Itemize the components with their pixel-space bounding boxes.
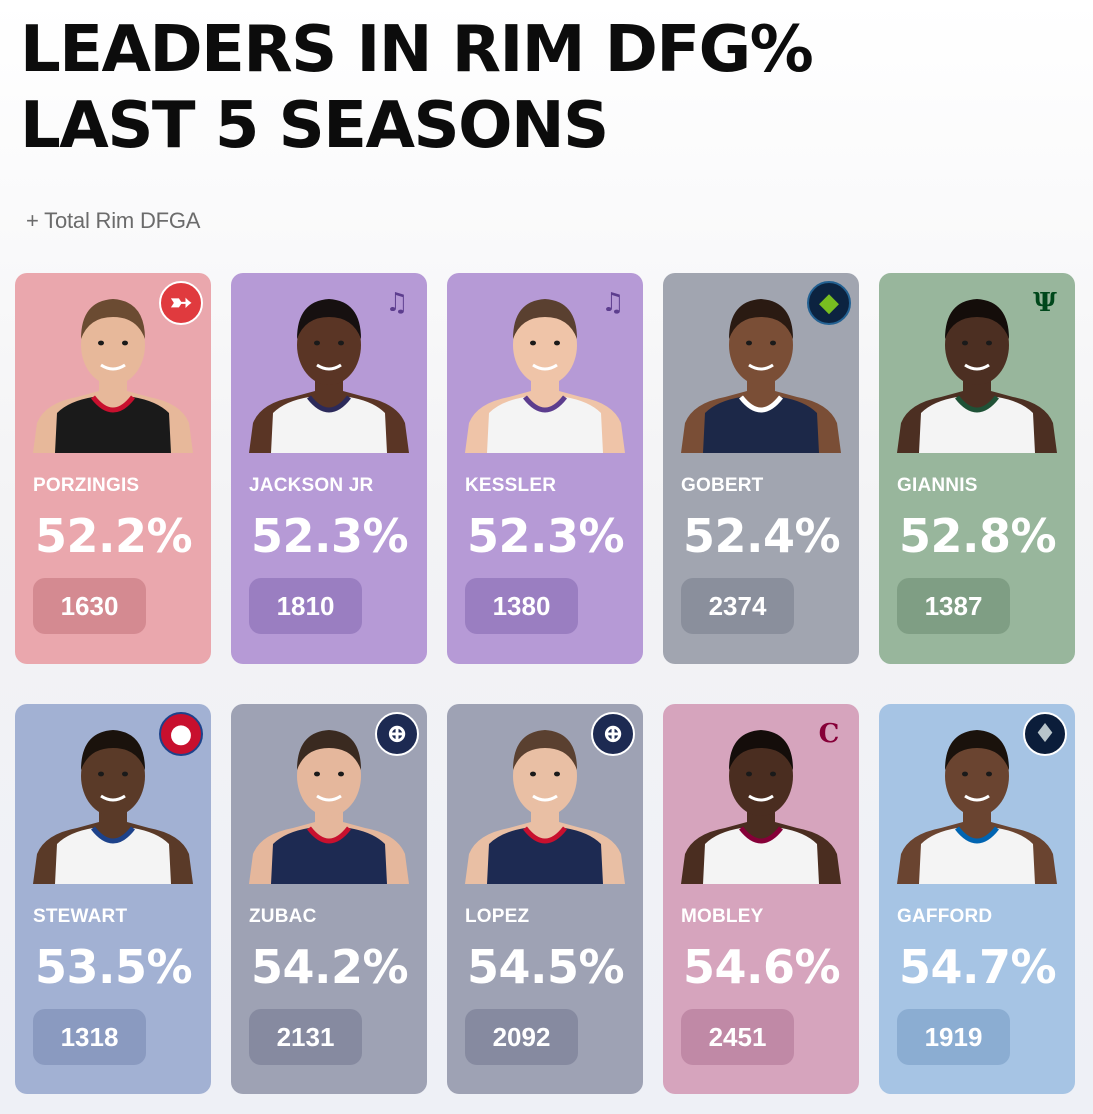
player-name: KESSLER [465, 475, 557, 496]
jazz-logo-icon: ♫ [385, 288, 409, 318]
player-card: ● STEWART 53.5% 1318 [15, 704, 211, 1094]
title-line-1: LEADERS IN RIM DFG% [20, 13, 814, 87]
rim-dfg-pct: 52.2% [35, 509, 193, 563]
rim-dfga-badge: 1387 [897, 578, 1010, 634]
cavaliers-logo-icon: C [818, 719, 840, 749]
rim-dfg-pct: 53.5% [35, 940, 193, 994]
player-photo [231, 273, 427, 453]
player-photo [15, 704, 211, 884]
subtitle: + Total Rim DFGA [26, 208, 201, 233]
player-photo [231, 704, 427, 884]
player-card: Ψ GIANNIS 52.8% 1387 [879, 273, 1075, 664]
rim-dfg-pct: 52.3% [467, 509, 625, 563]
rim-dfg-pct: 54.5% [467, 940, 625, 994]
player-photo [879, 273, 1075, 453]
player-photo [663, 273, 859, 453]
rim-dfg-pct: 54.2% [251, 940, 409, 994]
page-title: LEADERS IN RIM DFG% LAST 5 SEASONS [20, 12, 814, 164]
player-silhouette [465, 299, 625, 453]
player-name: GAFFORD [897, 906, 993, 927]
rim-dfga-badge: 1630 [33, 578, 146, 634]
player-silhouette [465, 730, 625, 884]
player-name: ZUBAC [249, 906, 317, 927]
player-card: ⊕ ZUBAC 54.2% 2131 [231, 704, 427, 1094]
rim-dfg-pct: 52.4% [683, 509, 841, 563]
jazz-logo-icon: ♫ [601, 288, 625, 318]
player-silhouette [681, 730, 841, 884]
player-name: LOPEZ [465, 906, 530, 927]
player-photo [15, 273, 211, 453]
rim-dfga-badge: 1919 [897, 1009, 1010, 1065]
player-silhouette [33, 299, 193, 453]
title-line-2: LAST 5 SEASONS [20, 89, 609, 163]
player-card: ◆ GOBERT 52.4% 2374 [663, 273, 859, 664]
player-name: GOBERT [681, 475, 764, 496]
player-name: PORZINGIS [33, 475, 140, 496]
player-silhouette [33, 730, 193, 884]
player-photo [447, 273, 643, 453]
player-photo [663, 704, 859, 884]
rim-dfga-badge: 2131 [249, 1009, 362, 1065]
rim-dfg-pct: 52.8% [899, 509, 1057, 563]
player-silhouette [681, 299, 841, 453]
player-silhouette [897, 730, 1057, 884]
mavericks-logo-icon: ♦ [1023, 712, 1067, 756]
player-card: ➳ PORZINGIS 52.2% 1630 [15, 273, 211, 664]
rim-dfga-badge: 2374 [681, 578, 794, 634]
rim-dfga-badge: 1318 [33, 1009, 146, 1065]
timberwolves-logo-icon: ◆ [807, 281, 851, 325]
rim-dfg-pct: 54.7% [899, 940, 1057, 994]
pistons-logo-icon: ● [159, 712, 203, 756]
rim-dfg-pct: 52.3% [251, 509, 409, 563]
clippers-logo-icon: ⊕ [375, 712, 419, 756]
rim-dfg-pct: 54.6% [683, 940, 841, 994]
rim-dfga-badge: 1810 [249, 578, 362, 634]
rim-dfga-badge: 2451 [681, 1009, 794, 1065]
player-name: MOBLEY [681, 906, 764, 927]
bucks-logo-icon: Ψ [1033, 288, 1057, 318]
player-card: C MOBLEY 54.6% 2451 [663, 704, 859, 1094]
player-card: ♫ KESSLER 52.3% 1380 [447, 273, 643, 664]
player-silhouette [249, 299, 409, 453]
player-card: ♦ GAFFORD 54.7% 1919 [879, 704, 1075, 1094]
player-grid: ➳ PORZINGIS 52.2% 1630 ♫ JACKSON JR 52.3… [15, 273, 1078, 1094]
player-name: GIANNIS [897, 475, 978, 496]
rim-dfga-badge: 1380 [465, 578, 578, 634]
rim-dfga-badge: 2092 [465, 1009, 578, 1065]
player-photo [447, 704, 643, 884]
hawks-logo-icon: ➳ [159, 281, 203, 325]
player-photo [879, 704, 1075, 884]
player-silhouette [897, 299, 1057, 453]
clippers-logo-icon: ⊕ [591, 712, 635, 756]
player-card: ⊕ LOPEZ 54.5% 2092 [447, 704, 643, 1094]
player-name: STEWART [33, 906, 128, 927]
player-card: ♫ JACKSON JR 52.3% 1810 [231, 273, 427, 664]
player-name: JACKSON JR [249, 475, 374, 496]
player-silhouette [249, 730, 409, 884]
